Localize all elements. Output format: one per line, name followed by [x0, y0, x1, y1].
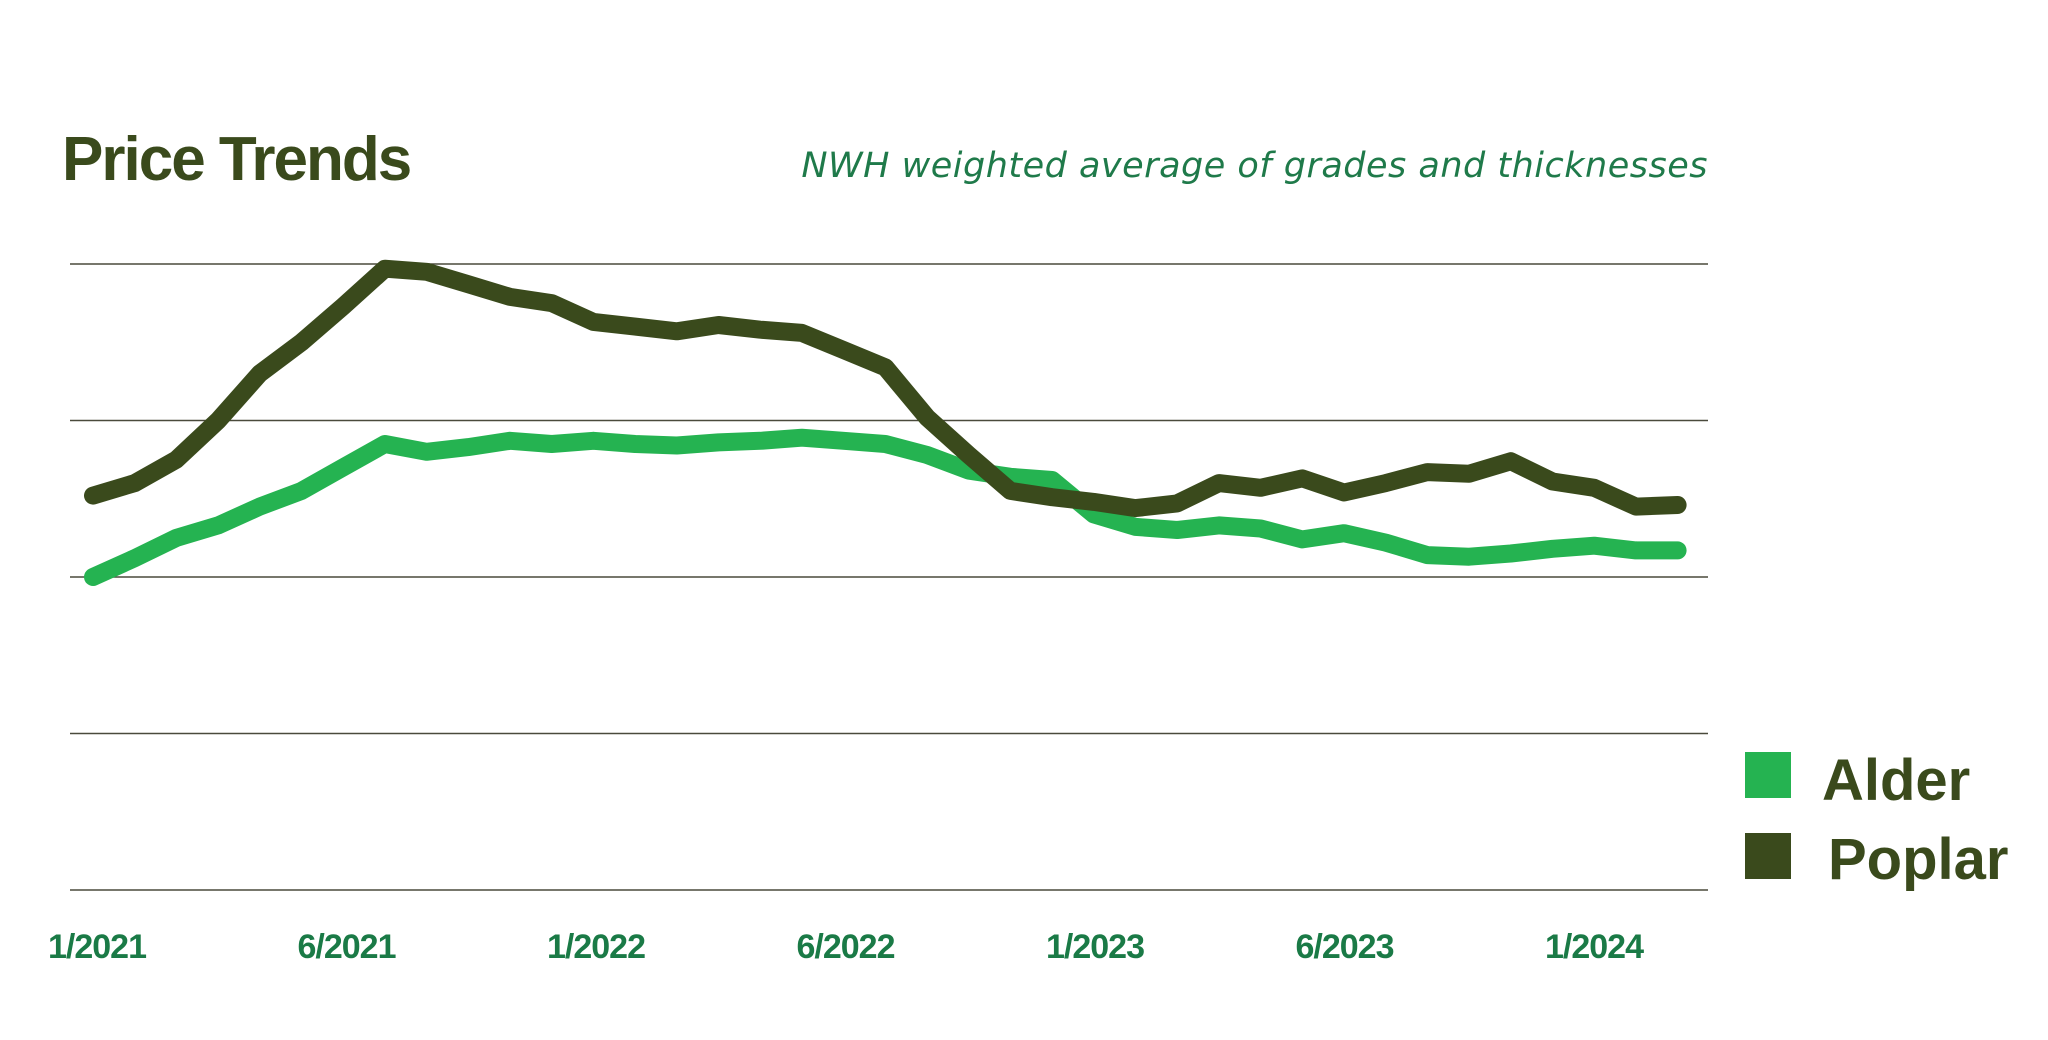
x-tick-label: 6/2022 — [797, 928, 895, 966]
x-tick-label: 6/2021 — [298, 928, 396, 966]
legend: Alder Poplar — [1745, 748, 2009, 892]
legend-swatch-poplar — [1745, 833, 1791, 879]
series-line-poplar — [84, 259, 1687, 518]
x-tick-labels: 1/2021 6/2021 1/2022 6/2022 1/2023 6/2023 1/20… — [48, 928, 1645, 966]
legend-label-alder: Alder — [1822, 748, 1970, 813]
x-tick-label: 1/2023 — [1046, 928, 1144, 966]
chart-subtitle: NWH weighted average of grades and thick… — [801, 146, 1708, 186]
series-line-alder — [84, 428, 1687, 586]
legend-swatch-alder — [1745, 752, 1791, 798]
series-lines — [84, 259, 1687, 586]
x-tick-label: 1/2022 — [547, 928, 645, 966]
legend-label-poplar: Poplar — [1828, 827, 2009, 892]
x-tick-label: 1/2021 — [48, 928, 146, 966]
x-tick-label: 1/2024 — [1545, 928, 1644, 966]
gridlines — [70, 263, 1708, 891]
x-tick-label: 6/2023 — [1296, 928, 1394, 966]
chart-title: Price Trends — [62, 125, 410, 194]
